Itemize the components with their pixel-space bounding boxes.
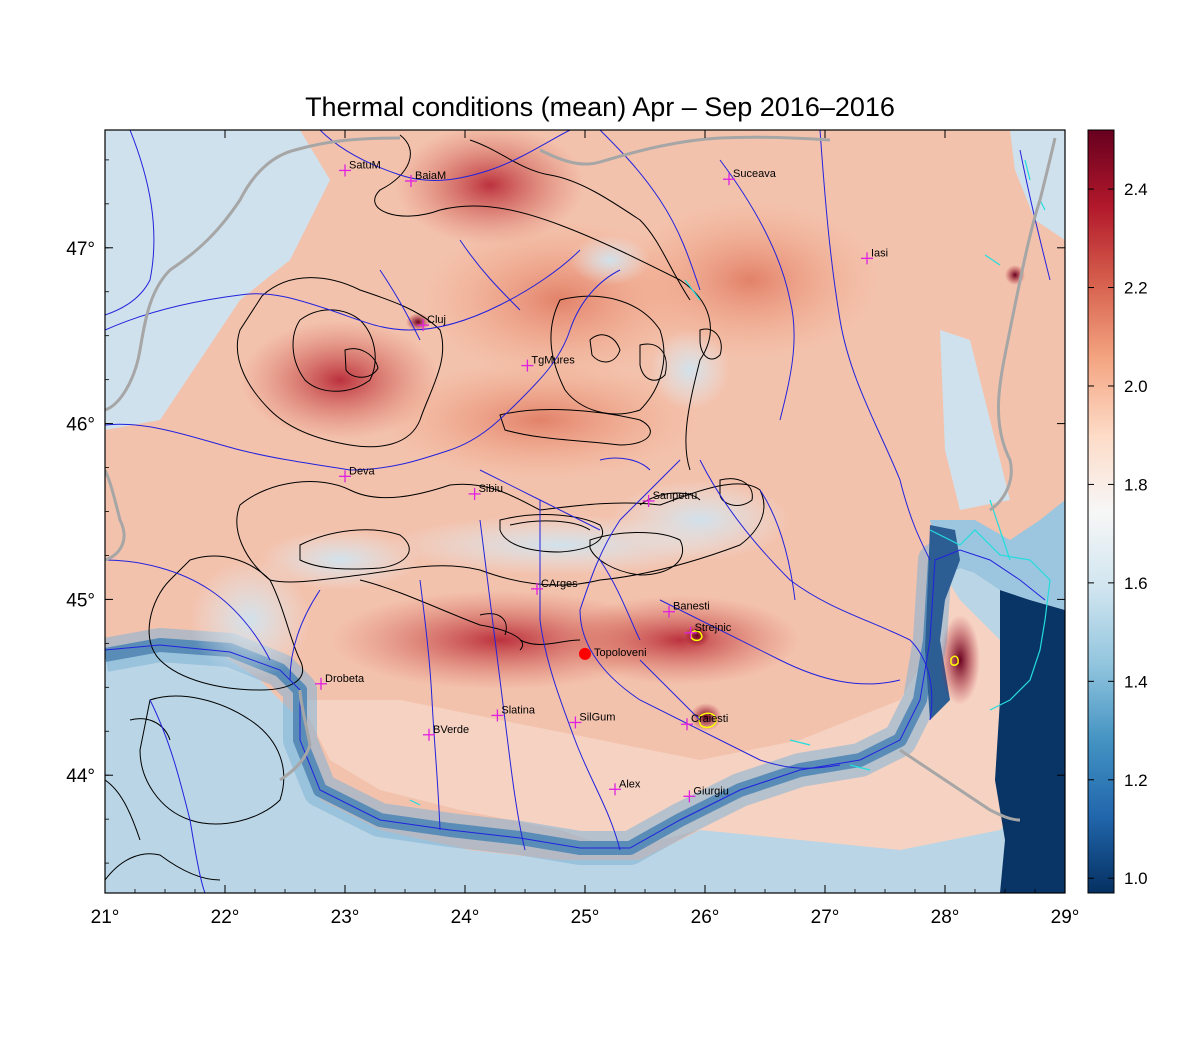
city-label: BaiaM xyxy=(415,170,446,182)
city-label: Sibiu xyxy=(479,483,503,495)
field-cool-fagaras xyxy=(610,480,790,560)
highlight-point-dot xyxy=(579,647,591,660)
elevation-contours xyxy=(105,134,765,881)
field-black-sea xyxy=(995,590,1065,893)
colorbar-tick-label: 2.2 xyxy=(1124,279,1148,298)
city-marker: Banesti xyxy=(663,601,710,618)
city-marker: Craiesti xyxy=(681,713,728,731)
city-marker: SatuM xyxy=(339,159,381,177)
highlight-point: Topoloveni xyxy=(579,647,647,660)
lon-tick-label: 22° xyxy=(211,907,240,928)
colorbar-tick-label: 2.4 xyxy=(1124,180,1148,199)
field-cool-west xyxy=(105,130,330,430)
city-label: Banesti xyxy=(673,601,710,613)
city-markers: SatuM BaiaM Suceava Iasi Cluj TgMures Deva Sibi… xyxy=(315,159,888,803)
field-east-strip xyxy=(940,330,1010,510)
longitude-axis: 21° 22° 23° 24° 25° 26° 27° 28° 29° xyxy=(91,130,1080,928)
lon-tick-label: 23° xyxy=(331,907,360,928)
field-hot-south2 xyxy=(560,595,800,685)
city-label: Giurgiu xyxy=(693,785,728,797)
lon-tick-label: 25° xyxy=(571,907,600,928)
field-hot-dobrogea xyxy=(940,615,980,705)
field-delta-cool xyxy=(930,500,1065,610)
city-marker: Deva xyxy=(339,465,376,483)
city-label: TgMures xyxy=(531,355,575,367)
city-label: Iasi xyxy=(871,247,888,259)
field-hot-transylvania xyxy=(380,360,700,480)
colorbar-tick-label: 1.4 xyxy=(1124,672,1148,691)
field-cool-rodna xyxy=(570,235,650,285)
colorbar-tick-label: 2.0 xyxy=(1124,377,1148,396)
city-label: Drobeta xyxy=(325,673,365,685)
colorbar-tick-label: 1.2 xyxy=(1124,771,1148,790)
city-marker: Slatina xyxy=(491,704,536,722)
lon-tick-label: 21° xyxy=(91,907,120,928)
lon-tick-label: 24° xyxy=(451,907,480,928)
lat-tick-label: 46° xyxy=(66,415,95,436)
lat-tick-label: 47° xyxy=(66,239,95,260)
country-borders xyxy=(105,135,1057,822)
city-label: Cluj xyxy=(427,314,446,326)
lon-tick-label: 27° xyxy=(811,907,840,928)
field-hot-north xyxy=(395,130,585,245)
city-marker: Giurgiu xyxy=(683,785,729,803)
city-label: Sanpetru xyxy=(653,490,698,502)
city-label: SatuM xyxy=(349,159,381,171)
field-cool-banat xyxy=(190,560,310,680)
yellow-contours xyxy=(690,630,959,729)
city-marker: TgMures xyxy=(521,355,575,372)
city-marker: SilGum xyxy=(569,711,615,729)
city-label: Deva xyxy=(349,465,376,477)
highlight-point-label: Topoloveni xyxy=(594,647,647,659)
city-marker: Sanpetru xyxy=(642,490,698,507)
colorbar-bar xyxy=(1087,129,1115,894)
colorbar-tick-label: 1.0 xyxy=(1124,869,1148,888)
city-marker: Iasi xyxy=(861,247,888,265)
city-marker: Sibiu xyxy=(468,483,503,500)
city-marker: Alex xyxy=(609,778,641,796)
map-title: Thermal conditions (mean) Apr – Sep 2016… xyxy=(305,92,895,122)
city-marker: BVerde xyxy=(423,724,469,741)
city-marker: BaiaM xyxy=(405,170,446,187)
city-marker: CArges xyxy=(531,578,578,595)
city-label: CArges xyxy=(541,578,578,590)
city-label: Craiesti xyxy=(691,713,728,725)
colorbar-ticks: 1.0 1.2 1.4 1.6 1.8 2.0 2.2 2.4 xyxy=(1088,180,1148,888)
city-marker: Strejnic xyxy=(684,622,732,639)
city-label: SilGum xyxy=(579,711,615,723)
city-label: Alex xyxy=(619,778,641,790)
lon-tick-label: 26° xyxy=(691,907,720,928)
colorbar-tick-label: 1.6 xyxy=(1124,574,1148,593)
lat-tick-label: 45° xyxy=(66,590,95,611)
city-label: Strejnic xyxy=(695,622,732,634)
city-marker: Cluj xyxy=(417,314,446,332)
map-plot-area xyxy=(105,130,1065,893)
lakes xyxy=(409,159,1051,806)
colorbar-tick-label: 1.8 xyxy=(1124,475,1148,494)
latitude-axis: 44° 45° 46° 47° xyxy=(66,159,1065,864)
lon-tick-label: 29° xyxy=(1051,907,1080,928)
city-label: BVerde xyxy=(433,724,469,736)
city-label: Suceava xyxy=(733,168,777,180)
lon-tick-label: 28° xyxy=(931,907,960,928)
city-marker: Suceava xyxy=(723,168,777,186)
field-cool-harghita xyxy=(650,330,730,410)
city-marker: Drobeta xyxy=(315,673,365,690)
lat-tick-label: 44° xyxy=(66,766,95,787)
city-label: Slatina xyxy=(501,704,536,716)
field-hot-east xyxy=(620,200,880,360)
colorbar: 1.0 1.2 1.4 1.6 1.8 2.0 2.2 2.4 xyxy=(1087,129,1148,894)
